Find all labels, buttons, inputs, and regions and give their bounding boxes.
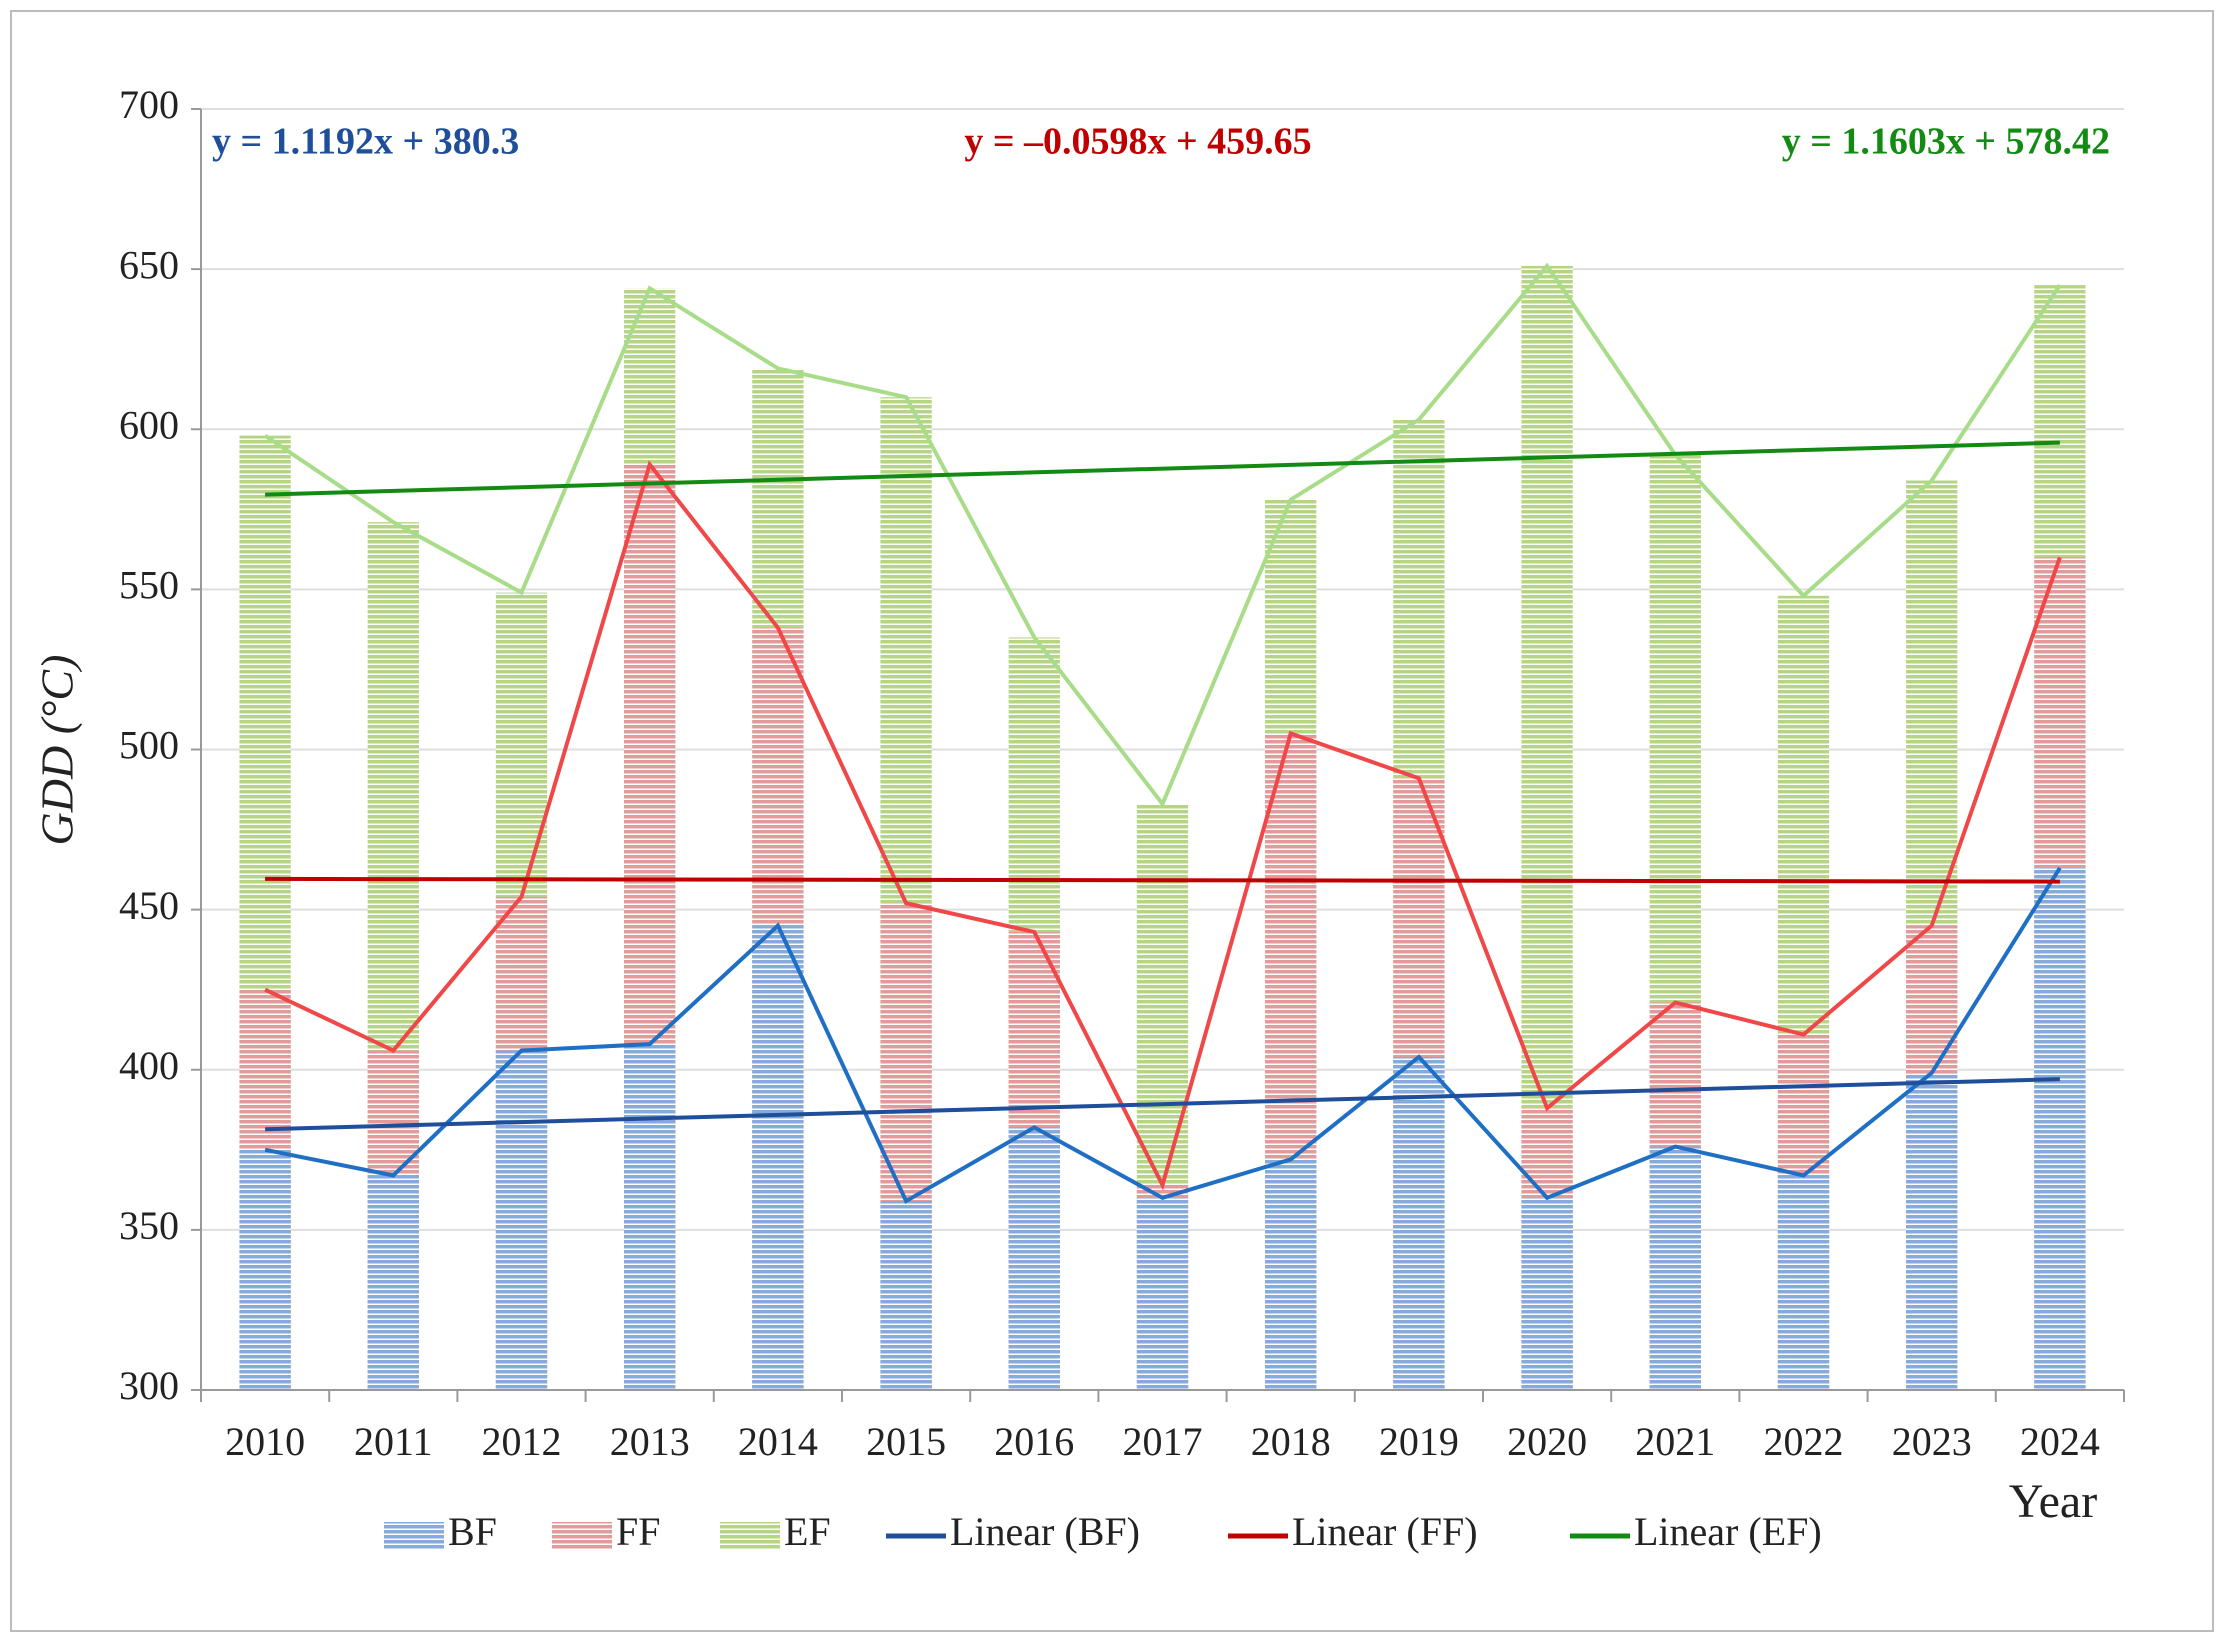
x-tick-label: 2021	[1635, 1419, 1715, 1464]
legend-label: Linear (BF)	[950, 1509, 1140, 1554]
x-tick-label: 2023	[1892, 1419, 1972, 1464]
y-tick-label: 650	[119, 242, 179, 287]
y-tick-label: 300	[119, 1363, 179, 1408]
x-tick-label: 2015	[866, 1419, 946, 1464]
bar	[624, 1044, 676, 1390]
y-tick-label: 450	[119, 883, 179, 928]
y-tick-label: 500	[119, 723, 179, 768]
trend-equation: y = –0.0598x + 459.65	[964, 121, 1311, 163]
bar	[367, 1175, 419, 1390]
x-tick-label: 2014	[738, 1419, 818, 1464]
y-axis-label: GDD (°C)	[32, 655, 83, 846]
bar	[1649, 1146, 1701, 1390]
trend-equation: y = 1.1603x + 578.42	[1782, 121, 2110, 163]
legend-label: EF	[784, 1509, 831, 1554]
legend-label: Linear (EF)	[1634, 1509, 1822, 1554]
bar	[2034, 867, 2086, 1390]
x-tick-label: 2011	[354, 1419, 433, 1464]
legend-swatch	[720, 1522, 780, 1550]
x-tick-label: 2016	[994, 1419, 1074, 1464]
x-tick-label: 2017	[1123, 1419, 1203, 1464]
trendline	[265, 876, 2060, 884]
y-tick-label: 400	[119, 1043, 179, 1088]
bar	[752, 925, 804, 1390]
trendline	[265, 1077, 2060, 1132]
bar	[1136, 1197, 1189, 1390]
bar	[1393, 1056, 1445, 1390]
x-tick-label: 2022	[1764, 1419, 1844, 1464]
legend-label: BF	[448, 1509, 497, 1554]
bar	[1265, 1159, 1317, 1390]
bar	[495, 1050, 548, 1390]
x-tick-label: 2010	[225, 1419, 305, 1464]
bar	[880, 1201, 932, 1390]
y-tick-label: 550	[119, 563, 179, 608]
bar	[239, 1149, 291, 1390]
x-axis-label: Year	[2009, 1475, 2097, 1528]
trendline	[265, 440, 2060, 497]
trend-equation: y = 1.1192x + 380.3	[212, 121, 519, 163]
legend-swatch	[384, 1522, 444, 1550]
bar	[1906, 1072, 1958, 1390]
x-tick-label: 2024	[2020, 1419, 2100, 1464]
y-tick-label: 700	[119, 82, 179, 127]
x-tick-label: 2020	[1507, 1419, 1587, 1464]
legend-swatch	[552, 1522, 612, 1550]
series-line	[263, 262, 2062, 808]
legend-label: FF	[616, 1509, 661, 1554]
chart-frame	[10, 10, 2214, 1632]
legend-label: Linear (FF)	[1292, 1509, 1478, 1554]
x-tick-label: 2019	[1379, 1419, 1459, 1464]
x-tick-label: 2018	[1251, 1419, 1331, 1464]
bar	[1777, 1175, 1830, 1390]
bar	[1008, 1127, 1060, 1390]
series-line	[264, 460, 2062, 1191]
bar	[1521, 1197, 1573, 1390]
y-tick-label: 600	[119, 402, 179, 447]
series-line	[264, 866, 2062, 1204]
y-tick-label: 350	[119, 1203, 179, 1248]
x-tick-label: 2012	[482, 1419, 562, 1464]
x-tick-label: 2013	[610, 1419, 690, 1464]
